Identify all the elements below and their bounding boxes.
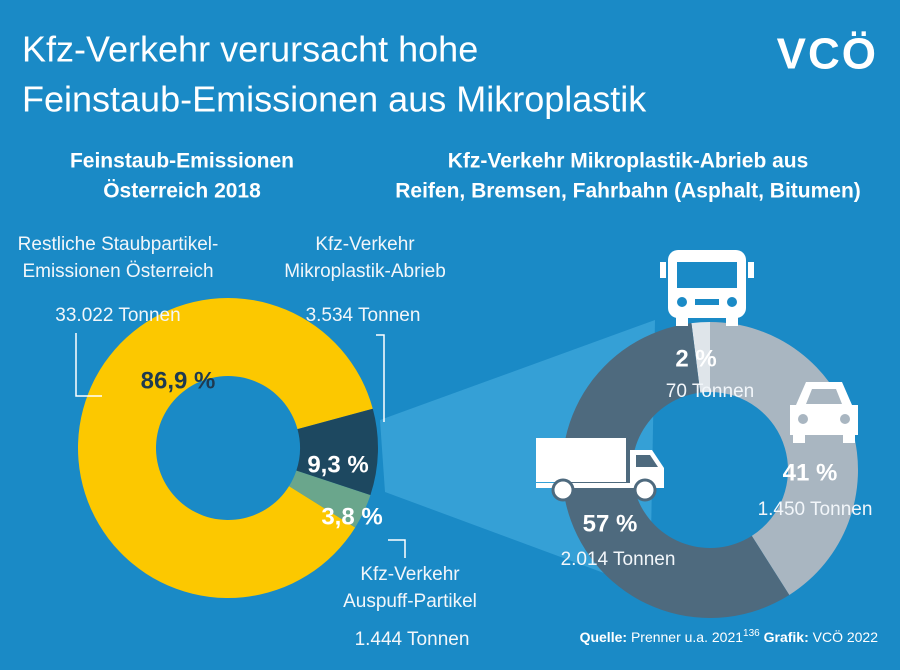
car-icon <box>790 382 858 443</box>
amount-label: 1.444 Tonnen <box>355 629 470 650</box>
value-label: 9,3 % <box>307 451 368 478</box>
graphic-credit: VCÖ 2022 <box>813 628 879 645</box>
title-line: Feinstaub-Emissionen aus Mikroplastik <box>22 79 647 120</box>
category-label: Kfz-Verkehr <box>360 564 460 585</box>
source-label: Quelle: <box>580 629 627 645</box>
leader-line <box>75 333 102 397</box>
value-label: 86,9 % <box>141 367 216 394</box>
logo: VCÖ <box>777 30 878 79</box>
chart-title: Reifen, Bremsen, Fahrbahn (Asphalt, Bitu… <box>395 180 861 203</box>
value-label: 41 % <box>783 459 838 486</box>
amount-label: 2.014 Tonnen <box>561 549 676 570</box>
title-line: Kfz-Verkehr verursacht hohe <box>22 29 478 70</box>
donut-slice <box>561 323 790 618</box>
value-label: 3,8 % <box>321 503 382 530</box>
category-label: Auspuff-Partikel <box>343 591 477 612</box>
source-ref: 136 <box>743 628 760 639</box>
category-label: Mikroplastik-Abrieb <box>284 261 446 282</box>
chart-title: Österreich 2018 <box>103 180 261 203</box>
chart-title: Feinstaub-Emissionen <box>70 150 294 173</box>
leader-line <box>376 334 385 422</box>
amount-label: 70 Tonnen <box>666 381 754 402</box>
graphic-label: Grafik: <box>764 629 809 645</box>
donut-slice <box>289 470 371 528</box>
category-label: Kfz-Verkehr <box>315 234 415 255</box>
amount-label: 3.534 Tonnen <box>306 305 421 326</box>
chart-title: Kfz-Verkehr Mikroplastik-Abrieb aus <box>448 150 809 173</box>
truck-icon <box>536 438 664 502</box>
value-label: 57 % <box>583 510 638 537</box>
category-label: Restliche Staubpartikel- <box>18 234 219 255</box>
value-label: 2 % <box>675 345 716 372</box>
donut-slice <box>296 408 378 496</box>
leader-line <box>388 539 406 558</box>
category-label: Emissionen Österreich <box>22 261 213 282</box>
amount-label: 1.450 Tonnen <box>758 499 873 520</box>
donut-slice <box>78 298 373 598</box>
donut-slice <box>691 322 710 393</box>
source: Quelle: Prenner u.a. 2021136 Grafik: VCÖ… <box>580 628 879 645</box>
source-text: Prenner u.a. 2021 <box>631 629 743 645</box>
amount-label: 33.022 Tonnen <box>55 305 180 326</box>
bus-icon <box>660 250 754 326</box>
